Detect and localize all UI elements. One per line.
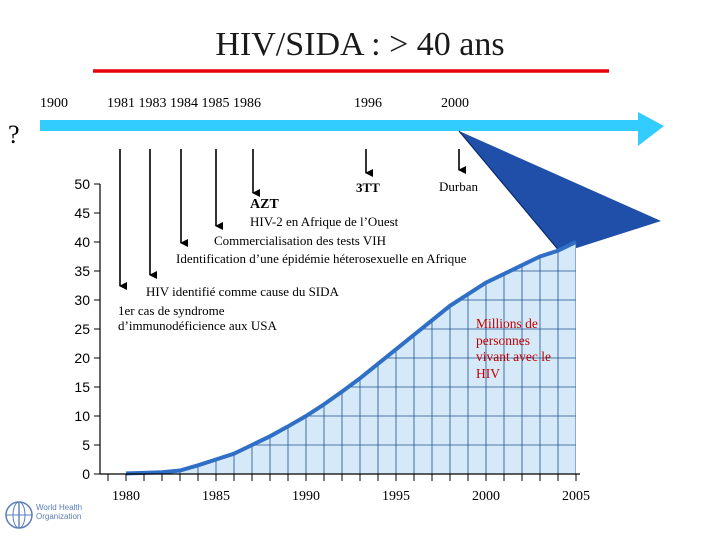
timeline-year-label: 1900	[40, 96, 68, 111]
logo-line: Organization	[36, 512, 82, 521]
y-tick-label: 20	[74, 350, 90, 366]
event-durban: Durban	[439, 179, 478, 194]
event-tritherapy: 3TT	[356, 180, 380, 195]
y-tick-label: 45	[74, 205, 90, 221]
timeline-bar	[40, 120, 640, 131]
who-emblem-icon	[5, 501, 33, 529]
y-tick-label: 30	[74, 292, 90, 308]
timeline-year-label: 1996	[354, 96, 382, 111]
logo-line: World Health	[36, 503, 83, 512]
y-tick-label: 50	[74, 176, 90, 192]
y-tick-label: 15	[74, 379, 90, 395]
y-tick-label: 25	[74, 321, 90, 337]
question-mark: ?	[8, 120, 20, 149]
x-tick-label: 2005	[562, 489, 590, 504]
series-label: Millions de personnes vivant avec le HIV	[476, 316, 551, 381]
series-line	[125, 240, 577, 476]
event-first-case-line1: 1er cas de syndrome	[118, 303, 225, 318]
y-tick-label: 0	[82, 466, 90, 482]
x-tick-label: 1980	[112, 489, 140, 504]
x-tick-label: 1990	[292, 489, 320, 504]
event-hiv-cause: HIV identifié comme cause du SIDA	[146, 284, 339, 299]
event-first-case-line2: d’immunodéficience aux USA	[118, 318, 277, 333]
dark-triangle	[459, 131, 661, 253]
timeline-year-label: 2000	[441, 96, 469, 111]
who-logo-text: World Health Organization	[36, 503, 96, 521]
event-tests: Commercialisation des tests VIH	[214, 233, 386, 248]
event-hetero: Identification d’une épidémie héterosexu…	[176, 251, 467, 266]
y-tick-label: 35	[74, 263, 90, 279]
x-tick-label: 2000	[472, 489, 500, 504]
triangle-edge	[458, 130, 562, 254]
y-tick-label: 5	[82, 437, 90, 453]
slide-title: HIV/SIDA : > 40 ans	[215, 26, 505, 63]
event-azt: AZT	[250, 197, 279, 212]
y-tick-label: 10	[74, 408, 90, 424]
x-tick-label: 1995	[382, 489, 410, 504]
event-hiv2: HIV-2 en Afrique de l’Ouest	[250, 214, 399, 229]
timeline-arrowhead	[638, 112, 664, 146]
y-tick-label: 40	[74, 234, 90, 250]
timeline-year-label: 1981 1983 1984 1985 1986	[107, 96, 261, 111]
x-tick-label: 1985	[202, 489, 230, 504]
